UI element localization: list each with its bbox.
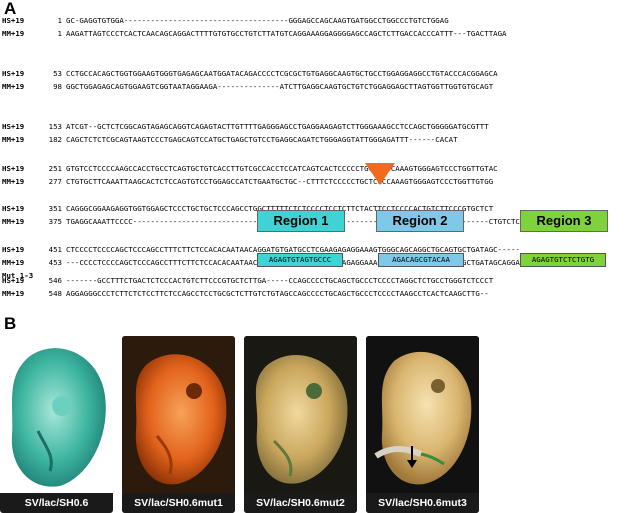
alignment-row: Mut 1-3 — [2, 270, 66, 281]
position-number: 546 — [48, 276, 62, 285]
alignment-row: HS+19 251 GTGTCCTCCCCAAGCCACCTGCCTCAGTGCTG… — [2, 163, 498, 174]
embryo-photo-1: SV/lac/SH0.6 — [0, 336, 113, 513]
position-number: 153 — [48, 122, 62, 131]
position-number: 53 — [53, 69, 62, 78]
position-number: 548 — [48, 289, 62, 298]
sequence-text: -------GCCTTTCTGACTCTCCCACTGTCTTCCCGTGCT… — [66, 276, 494, 285]
sequence-text: CTGTGCTTCAAATTAAGCACTCTCCAGTGTCCTGGAGCCA… — [66, 177, 494, 186]
embryo-photo-4: SV/lac/SH0.6mut3 — [366, 336, 479, 513]
species-label: MM+19 — [2, 289, 25, 298]
species-label: MM+19 — [2, 177, 25, 186]
alignment-row: MM+19 277 CTGTGCTTCAAATTAAGCACTCTCCAGTGTCC… — [2, 176, 493, 187]
panel-a-label: A — [4, 0, 17, 18]
panel-b-label: B — [4, 314, 17, 333]
species-label: HS+19 — [2, 204, 25, 213]
position-number: 453 — [48, 258, 62, 267]
alignment-row: HS+19 546 -------GCCTTTCTGACTCTCCCACTGTCTT… — [2, 275, 493, 286]
species-label: HS+19 — [2, 276, 25, 285]
region-1-label: Region 1 — [273, 213, 329, 228]
embryo-1-illustration — [0, 336, 113, 493]
alignment-row: HS+19 351 CAGGGCGGAAGAGGTGGTGGAGCTCCCTGCTG… — [2, 203, 493, 214]
position-number: 451 — [48, 245, 62, 254]
alignment-row: MM+19 1 AAGATTAGTCCCTCACTCAACAGCAGGACTTTTG… — [2, 28, 507, 39]
alignment-row: MM+19 182 CAGCTCTCTCGCAGTAAGTCCCTGAGCAGTCC… — [2, 134, 458, 145]
arrow-indicator-icon — [407, 446, 417, 468]
position-number: 277 — [48, 177, 62, 186]
species-label: MM+19 — [2, 135, 25, 144]
sequence-alignment-panel: A HS+19 1 GC-GAGGTGTGGA-------------------… — [2, 0, 608, 299]
species-label: HS+19 — [2, 16, 25, 25]
species-label: Mut 1-3 — [2, 271, 34, 280]
species-label: MM+19 — [2, 29, 25, 38]
region-2-mutation-seq: AGACAGCGTACAA — [392, 255, 450, 264]
region-3-mutation: AGAGTGTCTCTGTG — [520, 253, 606, 267]
position-number: 375 — [48, 217, 62, 226]
position-number: 182 — [48, 135, 62, 144]
sequence-text: CAGGGCGGAAGAGGTGGTGGAGCTCCCTGCTGCTCCCAGC… — [66, 204, 494, 213]
region-2-label: Region 2 — [392, 213, 448, 228]
sequence-text: CTCCCCTCCCCAGCTCCCAGCCTTTCTTCTCCACACAATA… — [66, 245, 520, 254]
sequence-text: GC-GAGGTGTGGA---------------------------… — [66, 16, 449, 25]
region-2-box: Region 2 — [376, 210, 464, 232]
position-number: 251 — [48, 164, 62, 173]
alignment-row: MM+19 548 AGGAGGGCCCTCTTCTCTCCTTCTCCAGCCTC… — [2, 288, 489, 299]
region-1-mutation-seq: AGAGTGTAGTGCCC — [268, 255, 332, 264]
embryo-4-illustration — [366, 336, 479, 493]
sequence-text: GTGTCCTCCCCAAGCCACCTGCCTCAGTGCTGTCACCTTG… — [66, 164, 498, 173]
alignment-row: HS+19 451 CTCCCCTCCCCAGCTCCCAGCCTTTCTTCTCC… — [2, 244, 520, 255]
alignment-row: HS+19 1 GC-GAGGTGTGGA---------------------… — [2, 15, 449, 26]
embryo-4-caption: SV/lac/SH0.6mut3 — [366, 493, 479, 513]
species-label: HS+19 — [2, 245, 25, 254]
embryo-1-caption: SV/lac/SH0.6 — [0, 493, 113, 513]
position-number: 98 — [53, 82, 62, 91]
position-number: 1 — [57, 16, 62, 25]
species-label: MM+19 — [2, 217, 25, 226]
region-1-mutation: AGAGTGTAGTGCCC — [257, 253, 343, 267]
species-label: HS+19 — [2, 122, 25, 131]
sequence-text: AGGAGGGCCCTCTTCTCTCCTTCTCCAGCCTCCTGCGCTC… — [66, 289, 489, 298]
species-label: MM+19 — [2, 82, 25, 91]
species-label: HS+19 — [2, 69, 25, 78]
embryo-photo-2: SV/lac/SH0.6mut1 — [122, 336, 235, 513]
embryo-3-illustration — [244, 336, 357, 493]
region-3-box: Region 3 — [520, 210, 608, 232]
position-number: 1 — [57, 29, 62, 38]
sequence-text: AAGATTAGTCCCTCACTCAACAGCAGGACTTTTGTGTGCC… — [66, 29, 507, 38]
embryo-2-illustration — [122, 336, 235, 493]
species-label: MM+19 — [2, 258, 25, 267]
region-2-mutation: AGACAGCGTACAA — [378, 253, 464, 267]
position-number: 351 — [48, 204, 62, 213]
sequence-text: GGCTGGAGAGCAGTGGAAGTCGGTAATAGGAAGA------… — [66, 82, 494, 91]
alignment-row: MM+19 98 GGCTGGAGAGCAGTGGAAGTCGGTAATAGGAAG… — [2, 81, 493, 92]
region-1-box: Region 1 — [257, 210, 345, 232]
sequence-text: ATCGT--GCTCTCGGCAGTAGAGCAGGTCAGAGTACTTGT… — [66, 122, 489, 131]
alignment-row: HS+19 153 ATCGT--GCTCTCGGCAGTAGAGCAGGTCAGA… — [2, 121, 489, 132]
sequence-text: CAGCTCTCTCGCAGTAAGTCCCTGAGCAGTCCATGCTGAG… — [66, 135, 458, 144]
region-3-mutation-seq: AGAGTGTCTCTGTG — [531, 255, 595, 264]
insertion-arrow-icon — [365, 163, 395, 185]
embryo-3-caption: SV/lac/SH0.6mut2 — [244, 493, 357, 513]
embryo-photo-3: SV/lac/SH0.6mut2 — [244, 336, 357, 513]
region-3-label: Region 3 — [536, 213, 592, 228]
sequence-text: CCTGCCACAGCTGGTGGAAGTGGGTGAGAGCAATGGATAC… — [66, 69, 498, 78]
alignment-row: HS+19 53 CCTGCCACAGCTGGTGGAAGTGGGTGAGAGCAA… — [2, 68, 498, 79]
embryo-2-caption: SV/lac/SH0.6mut1 — [122, 493, 235, 513]
species-label: HS+19 — [2, 164, 25, 173]
